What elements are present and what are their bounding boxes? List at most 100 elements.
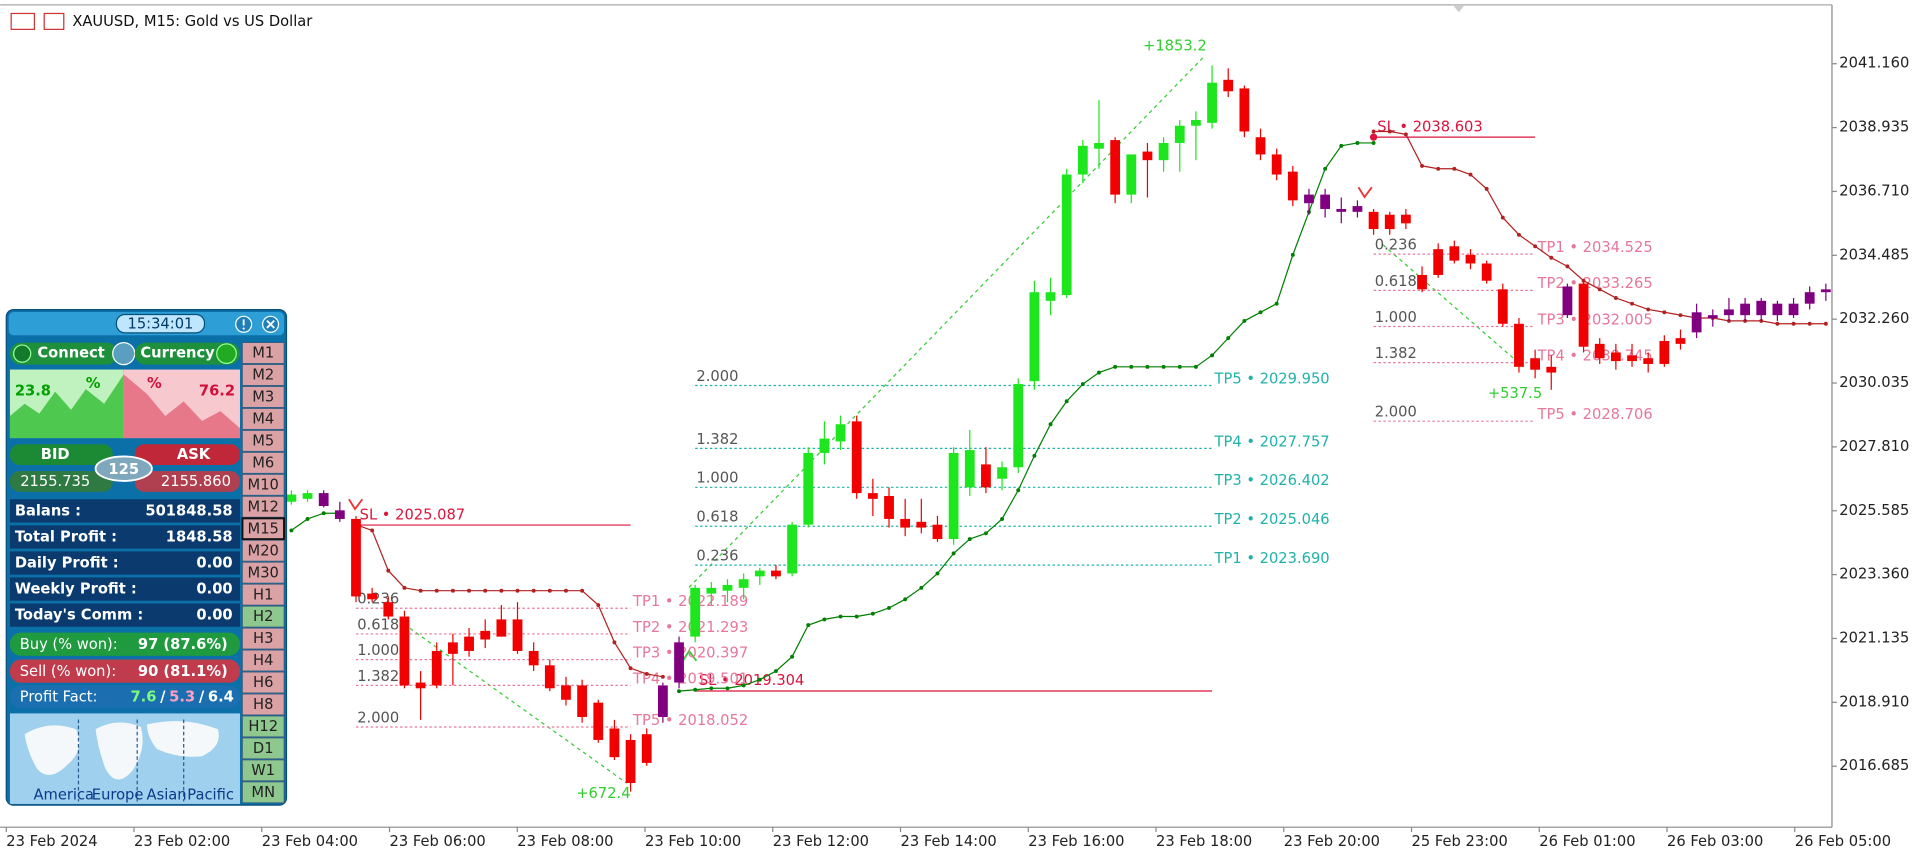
profit-factor-value: 5.3 xyxy=(169,688,195,705)
chart-icon[interactable] xyxy=(43,12,65,30)
indicator-dot xyxy=(773,669,778,674)
candle-body xyxy=(1514,323,1524,367)
ask-button[interactable] xyxy=(134,444,240,465)
candle-body xyxy=(981,464,991,488)
timeframe-button[interactable] xyxy=(242,649,285,672)
fib-label: 2.000 xyxy=(357,709,399,726)
target-label: TP3 • 2026.402 xyxy=(1214,472,1330,489)
indicator-dot xyxy=(1355,140,1360,145)
timeframe-button[interactable] xyxy=(242,605,285,628)
fib-label: 1.000 xyxy=(1375,309,1417,326)
timeframe-button[interactable] xyxy=(242,496,285,518)
indicator-dot xyxy=(1807,321,1812,326)
timeframe-button[interactable] xyxy=(242,759,285,782)
timeframe-button[interactable] xyxy=(242,671,285,694)
timeframe-button[interactable] xyxy=(242,561,285,584)
y-tick-label: 2032.260 xyxy=(1839,310,1909,327)
indicator-dot xyxy=(483,588,488,593)
target-label: TP4 • 2019.501 xyxy=(632,670,748,687)
stat-row xyxy=(9,603,240,627)
fib-label: 0.618 xyxy=(1375,273,1417,290)
indicator-dot xyxy=(709,686,714,691)
candle-body xyxy=(1481,263,1492,281)
candle-body xyxy=(1336,208,1347,212)
target-label: TP2 • 2033.265 xyxy=(1537,275,1653,292)
timeframe-button[interactable] xyxy=(242,474,285,496)
sell-stat-label: Sell (% won): xyxy=(20,663,116,680)
trade-diagonal xyxy=(1382,244,1525,368)
candle-body xyxy=(1627,355,1637,362)
timeframe-button[interactable] xyxy=(242,583,285,606)
candle-body xyxy=(561,685,571,700)
candle-body xyxy=(512,619,523,651)
timeframe-button[interactable] xyxy=(242,693,285,716)
candle-body xyxy=(1320,194,1331,209)
indicator-dot xyxy=(935,571,940,576)
timeframe-label: H6 xyxy=(253,674,273,691)
indicator-dot xyxy=(1468,172,1473,177)
indicator-dot xyxy=(612,640,617,645)
x-tick-label: 26 Feb 03:00 xyxy=(1667,833,1763,848)
indicator-dot xyxy=(515,588,520,593)
stat-row xyxy=(9,577,240,601)
candle-body xyxy=(916,521,927,528)
timeframe-button[interactable] xyxy=(242,408,285,430)
timeframe-button[interactable] xyxy=(242,364,285,386)
menu-icon[interactable] xyxy=(10,12,36,30)
currency-button[interactable] xyxy=(134,342,240,365)
candle-body xyxy=(1142,151,1153,161)
candle-body xyxy=(819,438,830,453)
indicator-dot xyxy=(531,588,536,593)
candle-body xyxy=(1562,286,1573,316)
timeframe-button[interactable] xyxy=(242,737,285,760)
timeframe-button[interactable] xyxy=(242,715,285,738)
target-label: TP1 • 2022.189 xyxy=(632,593,748,610)
bell-icon xyxy=(112,342,136,366)
candle-body xyxy=(1352,206,1363,212)
timeframe-button[interactable] xyxy=(241,517,286,541)
indicator-dot xyxy=(628,666,633,671)
indicator-dot xyxy=(1646,307,1651,312)
session-label: America xyxy=(34,786,95,803)
candle-body xyxy=(593,702,604,740)
connect-button[interactable] xyxy=(9,342,118,365)
timeframe-button[interactable] xyxy=(242,781,285,804)
indicator-dot xyxy=(1193,364,1198,369)
target-label: TP2 • 2021.293 xyxy=(632,619,748,636)
indicator-dot xyxy=(806,623,811,628)
percent-sign: % xyxy=(86,375,101,392)
fib-label: 1.382 xyxy=(696,431,738,448)
timeframe-label: M12 xyxy=(248,498,279,515)
candle-body xyxy=(1659,340,1670,364)
candle-body xyxy=(1820,289,1831,293)
spread: 125 xyxy=(108,461,139,478)
indicator-dot xyxy=(903,597,908,602)
timeframe-label: M20 xyxy=(248,542,279,559)
wifi-icon xyxy=(12,344,32,363)
candle-body xyxy=(690,587,701,637)
bid-price-box xyxy=(9,471,113,492)
indicator-dot xyxy=(1080,382,1085,387)
bid-button[interactable] xyxy=(9,444,113,465)
stop-loss-label: SL • 2038.603 xyxy=(1377,118,1482,135)
indicator-dot xyxy=(1403,132,1408,137)
timeframe-button[interactable] xyxy=(242,342,285,364)
indicator-dot xyxy=(1210,353,1215,358)
timeframe-button[interactable] xyxy=(242,430,285,452)
y-tick-label: 2036.710 xyxy=(1839,182,1909,199)
candle-body xyxy=(1191,119,1201,126)
buy-stat-pill xyxy=(9,632,240,656)
candle-body xyxy=(448,642,458,654)
indicator-dot xyxy=(870,611,875,616)
dollar-icon xyxy=(216,343,237,365)
stop-loss-label: SL • 2025.087 xyxy=(360,506,465,523)
timeframe-button[interactable] xyxy=(242,627,285,650)
target-label: TP3 • 2032.005 xyxy=(1537,311,1653,328)
timeframe-button[interactable] xyxy=(242,539,285,562)
candle-body xyxy=(1255,137,1266,155)
timeframe-button[interactable] xyxy=(242,452,285,474)
fib-label: 0.236 xyxy=(1375,237,1417,254)
x-tick-label: 23 Feb 06:00 xyxy=(390,833,486,848)
timeframe-button[interactable] xyxy=(242,386,285,408)
stat-label: Daily Profit : xyxy=(15,555,119,572)
